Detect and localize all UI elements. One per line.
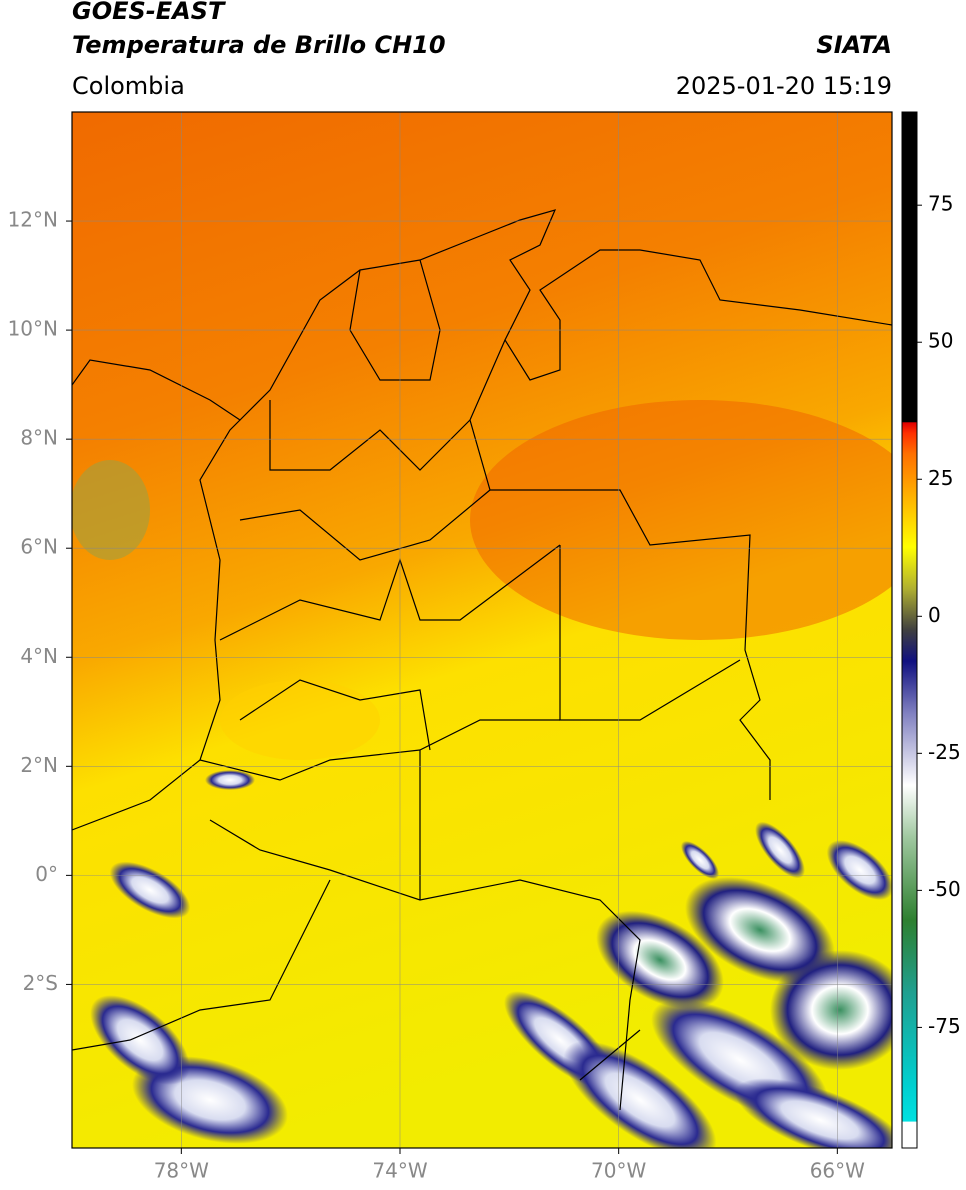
map-frame [71, 111, 893, 1149]
colorbar-label: 75 [928, 192, 953, 216]
colorbar-label: 50 [928, 329, 953, 353]
y-tick-label: 2°N [20, 753, 58, 777]
colorbar-label: -25 [928, 740, 961, 764]
y-tick-label: 0° [35, 862, 58, 886]
colorbar [901, 111, 918, 1149]
y-tick-label: 10°N [8, 317, 58, 341]
y-tick-label: 2°S [23, 971, 58, 995]
colorbar-label: -75 [928, 1014, 961, 1038]
colorbar-label: 25 [928, 466, 953, 490]
x-tick-label: 78°W [154, 1159, 209, 1183]
grid [66, 112, 892, 1154]
colorbar-label: -50 [928, 877, 961, 901]
y-tick-label: 4°N [20, 644, 58, 668]
source: SIATA [816, 31, 892, 59]
satellite: GOES-EAST [72, 0, 226, 25]
y-tick-label: 12°N [8, 208, 58, 232]
product: Temperatura de Brillo CH10 [72, 31, 446, 59]
x-tick-label: 70°W [591, 1159, 646, 1183]
x-tick-label: 74°W [372, 1159, 427, 1183]
map-image [72, 112, 892, 1148]
colorbar-ticks [917, 204, 922, 1028]
region: Colombia [72, 72, 185, 100]
colorbar-label: 0 [928, 603, 941, 627]
y-tick-label: 8°N [20, 426, 58, 450]
timestamp: 2025-01-20 15:19 [676, 72, 892, 100]
x-tick-label: 66°W [810, 1159, 865, 1183]
y-tick-label: 6°N [20, 535, 58, 559]
